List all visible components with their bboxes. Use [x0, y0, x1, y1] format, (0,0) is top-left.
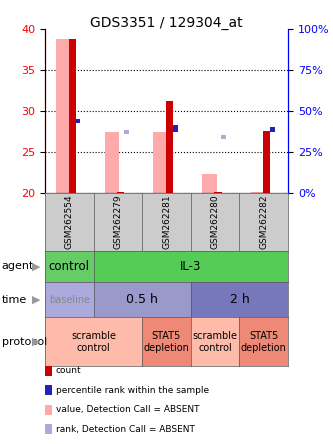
- Bar: [202, 174, 216, 193]
- Text: percentile rank within the sample: percentile rank within the sample: [56, 386, 209, 395]
- Text: GSM262279: GSM262279: [113, 194, 123, 250]
- Text: ▶: ▶: [32, 262, 40, 271]
- Text: GDS3351 / 129304_at: GDS3351 / 129304_at: [90, 16, 243, 30]
- Text: STAT5
depletion: STAT5 depletion: [241, 331, 287, 353]
- Bar: [56, 39, 71, 193]
- Bar: [221, 135, 226, 139]
- Bar: [173, 125, 178, 131]
- Bar: [251, 192, 265, 193]
- Text: rank, Detection Call = ABSENT: rank, Detection Call = ABSENT: [56, 425, 194, 434]
- Text: STAT5
depletion: STAT5 depletion: [144, 331, 189, 353]
- Bar: [263, 131, 270, 193]
- Bar: [105, 132, 119, 193]
- Text: time: time: [2, 295, 27, 305]
- Bar: [166, 101, 173, 193]
- Text: scramble
control: scramble control: [71, 331, 116, 353]
- Text: protocol: protocol: [2, 337, 47, 347]
- Bar: [124, 130, 129, 134]
- Text: GSM262282: GSM262282: [259, 195, 268, 249]
- Text: IL-3: IL-3: [180, 260, 201, 273]
- Text: 2 h: 2 h: [229, 293, 249, 306]
- Bar: [117, 192, 125, 193]
- Text: GSM262554: GSM262554: [65, 194, 74, 250]
- Text: ▶: ▶: [32, 337, 40, 347]
- Text: GSM262281: GSM262281: [162, 194, 171, 250]
- Bar: [270, 127, 275, 131]
- Text: scramble
control: scramble control: [192, 331, 238, 353]
- Text: ▶: ▶: [32, 295, 40, 305]
- Text: agent: agent: [2, 262, 34, 271]
- Bar: [76, 119, 81, 123]
- Text: count: count: [56, 366, 81, 375]
- Bar: [154, 132, 168, 193]
- Text: baseline: baseline: [49, 295, 90, 305]
- Text: 0.5 h: 0.5 h: [126, 293, 158, 306]
- Text: GSM262280: GSM262280: [210, 194, 220, 250]
- Text: control: control: [49, 260, 90, 273]
- Bar: [69, 39, 76, 193]
- Bar: [214, 192, 222, 193]
- Text: value, Detection Call = ABSENT: value, Detection Call = ABSENT: [56, 405, 199, 414]
